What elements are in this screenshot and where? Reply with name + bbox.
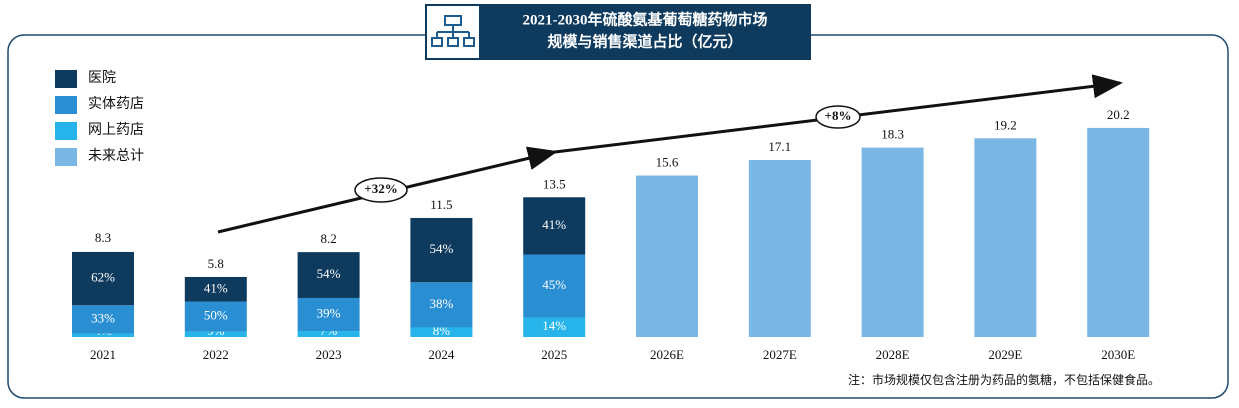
total-label: 13.5 [543, 176, 566, 191]
legend-swatch [55, 148, 77, 166]
data-label: 50% [204, 308, 228, 323]
x-tick-label: 2021 [90, 347, 116, 362]
bar-segment [410, 217, 473, 283]
bar-segment [72, 251, 134, 306]
bar [861, 147, 924, 337]
annotation-bubble [354, 177, 408, 203]
data-label: 17.1 [768, 139, 791, 154]
bar-segment [410, 282, 473, 328]
data-label: 38% [429, 296, 453, 311]
data-label: 19.2 [994, 117, 1017, 132]
data-label: 20.2 [1107, 107, 1130, 122]
data-label: 41% [542, 217, 566, 232]
legend-label: 实体药店 [88, 96, 144, 112]
frame [7, 34, 1229, 399]
bar-segment [72, 305, 134, 334]
data-label: 54% [429, 241, 453, 256]
data-label: 14% [542, 318, 566, 333]
total-label: 8.2 [320, 231, 336, 246]
bar [748, 160, 811, 337]
bar [974, 138, 1037, 337]
chart-title: 2021-2030年硫酸氨基葡萄糖药物市场 [523, 10, 768, 28]
data-label: 54% [317, 266, 341, 281]
annotation-bubble [815, 105, 861, 129]
annotation: +32% [364, 181, 397, 196]
bar-segment [297, 331, 360, 337]
data-label: 62% [91, 270, 115, 285]
x-tick-label: 2023 [316, 347, 342, 362]
annotation: +8% [825, 108, 852, 123]
x-tick-label: 2027E [763, 347, 797, 362]
x-tick-label: 2028E [876, 347, 910, 362]
note: 注：市场规模仅包含注册为药品的氨糖，不包括保健食品。 [848, 372, 1160, 387]
legend-swatch [55, 70, 77, 88]
bar [636, 175, 698, 337]
x-tick-label: 2026E [650, 347, 684, 362]
x-tick-label: 2030E [1101, 347, 1135, 362]
data-label: 18.3 [881, 127, 904, 142]
title-box [425, 4, 811, 60]
bar-segment [184, 301, 247, 332]
bar-segment [184, 276, 247, 302]
bar-segment [297, 252, 360, 298]
bar [1087, 127, 1150, 338]
total-label: 5.8 [208, 256, 224, 271]
legend-label: 医院 [88, 70, 116, 86]
bar-segment [297, 297, 360, 332]
bar-segment [184, 331, 247, 337]
legend-swatch [55, 122, 77, 140]
bar-segment [523, 254, 586, 318]
total-label: 11.5 [430, 197, 452, 212]
legend-label: 网上药店 [88, 122, 144, 138]
legend-label: 未来总计 [88, 148, 144, 164]
x-tick-label: 2025 [541, 347, 567, 362]
title-icon [431, 15, 475, 47]
x-tick-label: 2024 [428, 347, 455, 362]
total-label: 8.3 [95, 230, 111, 245]
data-label: 39% [317, 305, 341, 320]
x-tick-label: 2022 [203, 347, 229, 362]
bar-segment [523, 317, 586, 337]
data-label: 33% [91, 310, 115, 325]
legend-swatch [55, 96, 77, 114]
bar-segment [410, 327, 473, 337]
data-label: 41% [204, 280, 228, 295]
bar-segment [72, 333, 134, 337]
data-label: 15.6 [656, 155, 679, 170]
x-tick-label: 2029E [988, 347, 1022, 362]
chart-title: 规模与销售渠道占比（亿元） [547, 32, 742, 50]
bar-segment [523, 197, 586, 255]
data-label: 45% [542, 277, 566, 292]
